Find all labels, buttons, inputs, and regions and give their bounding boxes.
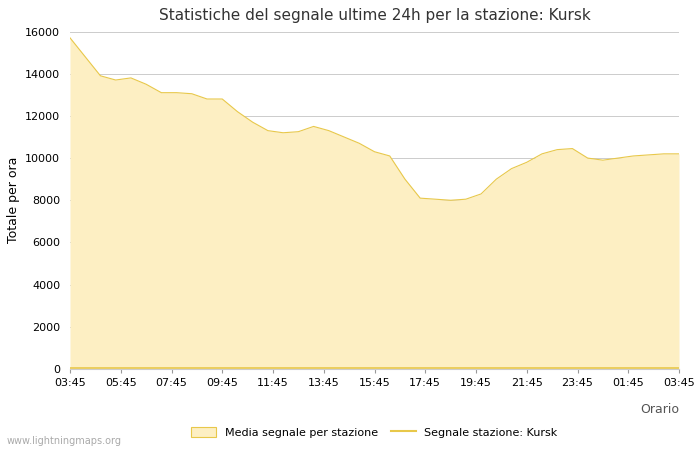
Legend: Media segnale per stazione, Segnale stazione: Kursk: Media segnale per stazione, Segnale staz… — [191, 427, 558, 438]
Text: www.lightningmaps.org: www.lightningmaps.org — [7, 436, 122, 446]
Text: Orario: Orario — [640, 403, 679, 416]
Y-axis label: Totale per ora: Totale per ora — [6, 157, 20, 243]
Title: Statistiche del segnale ultime 24h per la stazione: Kursk: Statistiche del segnale ultime 24h per l… — [159, 9, 590, 23]
